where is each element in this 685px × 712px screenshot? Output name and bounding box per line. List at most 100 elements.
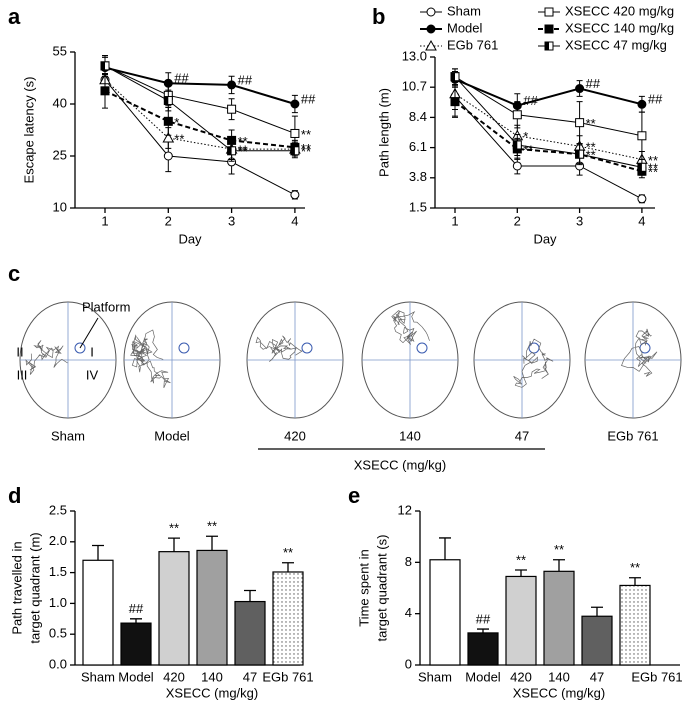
marker [512, 140, 522, 150]
bar [82, 559, 114, 666]
x-tick-label: 420 [510, 669, 532, 684]
x-tick-label: 1 [101, 213, 108, 228]
y-tick-label: 12 [398, 502, 412, 517]
series-line [454, 100, 643, 173]
marker [637, 194, 647, 204]
marker [426, 24, 436, 34]
y-tick-label: 10 [53, 199, 67, 214]
marker [637, 162, 647, 172]
platform [301, 342, 313, 354]
trajectory [621, 328, 658, 377]
significance-label: ** [516, 552, 526, 567]
y-tick-label: 2.5 [49, 502, 67, 517]
series-line [454, 76, 643, 137]
significance-label: ** [207, 519, 217, 534]
marker-part [637, 163, 642, 172]
x-tick-label: EGb 761 [631, 669, 682, 684]
x-tick-label: Sham [81, 669, 115, 684]
marker-part [227, 146, 232, 155]
legend-label: XSECC 420 mg/kg [565, 3, 674, 18]
bar [272, 571, 304, 666]
significance-label: ## [476, 612, 491, 627]
error-bar [92, 544, 104, 561]
series-line [104, 79, 295, 150]
significance-label: ** [648, 161, 658, 176]
marker [512, 161, 522, 171]
significance-label: ** [554, 542, 564, 557]
x-axis-label: Day [533, 231, 557, 246]
panel-label: b [372, 4, 385, 29]
x-tick-label: 47 [590, 669, 604, 684]
error-bar [477, 628, 489, 633]
series-line [104, 89, 296, 149]
x-tick-label: 3 [576, 213, 583, 228]
bar [196, 549, 228, 666]
y-tick-label: 10.7 [402, 79, 427, 94]
error-bar [282, 562, 294, 572]
panel-label: e [348, 483, 360, 508]
significance-label: ## [523, 93, 538, 108]
significance-label: ** [301, 127, 311, 142]
bar [543, 570, 575, 666]
marker-part [101, 61, 105, 70]
x-axis-label: Day [178, 231, 202, 246]
x-tick-label: EGb 761 [262, 669, 313, 684]
bar [429, 559, 461, 666]
marker [227, 146, 237, 156]
y-axis-label: Time spent in [356, 549, 371, 627]
bar [581, 615, 613, 666]
trajectory [255, 335, 303, 362]
panel-label: d [8, 483, 21, 508]
significance-label: ** [174, 131, 184, 146]
error-bar [553, 559, 565, 572]
marker-part [164, 96, 169, 105]
y-tick-label: 1.5 [409, 199, 427, 214]
significance-label: ## [174, 71, 189, 86]
marker [425, 39, 437, 51]
series-line [104, 79, 296, 196]
marker [290, 190, 300, 200]
significance-label: ** [238, 144, 248, 159]
marker-part [575, 150, 580, 159]
x-tick-label: Sham [418, 669, 452, 684]
marker [426, 7, 436, 17]
marker-part [513, 140, 518, 149]
y-tick-label: 55 [53, 43, 67, 58]
significance-label: ** [630, 560, 640, 575]
marker [163, 116, 173, 126]
marker [450, 97, 460, 107]
series-line [104, 65, 296, 134]
series-line [454, 78, 643, 107]
marker [163, 151, 173, 161]
group-label: XSECC (mg/kg) [513, 685, 605, 700]
marker [637, 131, 647, 141]
significance-label: ## [586, 76, 601, 91]
group-name: Model [154, 428, 190, 443]
marker [227, 80, 237, 90]
quadrant-label: IV [86, 367, 99, 382]
legend-label: XSECC 47 mg/kg [565, 37, 667, 52]
x-tick-label: Model [118, 669, 154, 684]
platform [74, 342, 86, 354]
series-line [454, 76, 643, 168]
marker [163, 96, 173, 106]
platform [178, 342, 190, 354]
panel-label: a [8, 4, 21, 29]
bar [234, 600, 266, 666]
platform [416, 342, 428, 354]
x-tick-label: 4 [638, 213, 645, 228]
bar [158, 551, 190, 666]
pointer [79, 317, 99, 349]
bar [505, 575, 537, 666]
x-tick-label: 420 [163, 669, 185, 684]
significance-label: ** [648, 153, 658, 168]
y-tick-label: 0.5 [49, 626, 67, 641]
x-tick-label: 3 [228, 213, 235, 228]
significance-label: ** [648, 165, 658, 180]
bar [120, 622, 152, 666]
trajectory [130, 329, 171, 389]
significance-label: ** [586, 140, 596, 155]
marker [100, 61, 110, 71]
significance-label: ** [238, 134, 248, 149]
y-tick-label: 8 [405, 554, 412, 569]
